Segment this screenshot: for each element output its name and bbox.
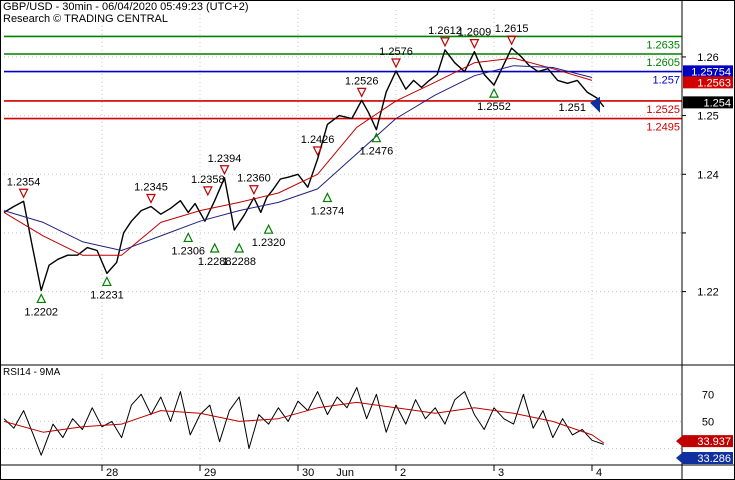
level-label: 1.2635 — [646, 39, 680, 51]
high-label: 1.2612 — [428, 25, 462, 37]
low-marker — [489, 87, 499, 98]
low-label: 1.2320 — [252, 237, 286, 249]
high-marker — [469, 39, 480, 49]
high-label: 1.2354 — [7, 176, 41, 188]
series-lines — [3, 47, 605, 456]
series-ma_fast — [3, 57, 593, 256]
price-box-support — [683, 76, 733, 89]
high-label: 1.2358 — [191, 174, 225, 186]
high-label: 1.2345 — [134, 182, 168, 194]
annotations: 1.2354 1.2202 1.2231 1.2345 1.2306 1.2358 1.22… — [7, 23, 600, 318]
low-label: 1.2306 — [171, 245, 205, 257]
low-label: 1.2202 — [24, 306, 58, 318]
series-ma_slow — [3, 65, 593, 251]
price-tick-label: 1.24 — [697, 169, 718, 181]
high-label: 1.2526 — [345, 75, 379, 87]
high-marker — [391, 58, 401, 69]
level-label: 1.257 — [652, 75, 680, 87]
low-marker — [371, 132, 382, 143]
price-tick-label: 1.26 — [697, 52, 718, 64]
high-label: 1.2394 — [208, 153, 242, 165]
chart-subtitle: Research © TRADING CENTRAL — [3, 13, 168, 25]
high-label: 1.2426 — [301, 134, 335, 146]
price-tick-label: 1.25 — [697, 111, 718, 123]
price-grid — [4, 10, 682, 362]
time-tick-label: Jun — [336, 467, 354, 479]
rsi-grid — [4, 374, 682, 462]
level-lines: 1.2635 1.2605 1.257 1.2525 1.2495 — [4, 35, 682, 134]
high-marker — [219, 165, 230, 176]
level-label: 1.2525 — [646, 104, 680, 116]
high-label: 1.2609 — [458, 27, 492, 39]
high-marker — [440, 37, 450, 48]
price-box-price-label: 1.254 — [703, 97, 731, 109]
rsi-pointer — [676, 452, 683, 465]
high-marker — [312, 146, 323, 157]
time-tick-label: 4 — [596, 467, 602, 479]
low-label: 1.2552 — [477, 101, 511, 113]
high-marker — [356, 87, 367, 98]
low-marker — [322, 192, 333, 203]
rsi-tick-label: 50 — [702, 416, 714, 428]
rsi-box-pivot-label: 33.286 — [697, 453, 731, 465]
high-marker — [18, 188, 29, 199]
chart-title: GBP/USD - 30min - 06/04/2020 05:49:23 (U… — [3, 1, 249, 13]
high-marker — [202, 186, 213, 197]
price-box-support-label: 1.2563 — [697, 77, 731, 89]
rsi-tick-label: 70 — [702, 389, 714, 401]
time-tick-label: 29 — [204, 467, 216, 479]
low-marker — [183, 232, 194, 243]
low-marker — [209, 242, 220, 253]
high-marker — [248, 185, 259, 196]
time-tick-label: 3 — [498, 467, 504, 479]
low-label: 1.2476 — [360, 146, 394, 158]
low-label: 1.2288 — [198, 256, 232, 268]
price-box-price — [683, 96, 733, 109]
rsi-title: RSI14 - 9MA — [3, 367, 61, 378]
time-tick-label: 2 — [400, 467, 406, 479]
series-price — [3, 47, 605, 292]
low-label: 1.2231 — [90, 289, 124, 301]
level-label: 1.2495 — [646, 122, 680, 134]
rsi-box-ma_fast — [683, 435, 733, 448]
target-label: 1.251 — [558, 102, 586, 114]
time-tick-label: 30 — [302, 467, 314, 479]
price-tick-label: 1.22 — [697, 287, 718, 299]
price-box-pivot-label: 1.25754 — [691, 66, 731, 78]
price-box-pivot — [683, 65, 733, 78]
low-marker — [36, 293, 47, 304]
high-marker — [146, 193, 156, 204]
rsi-box-pivot — [683, 452, 733, 465]
high-label: 1.2360 — [237, 173, 271, 185]
low-label: 1.2288 — [222, 256, 256, 268]
time-tick-label: 28 — [106, 467, 118, 479]
high-marker — [506, 35, 517, 46]
rsi-pointer — [676, 435, 683, 448]
rsi-series-rsi — [3, 387, 604, 456]
high-label: 1.2576 — [379, 46, 413, 58]
high-label: 1.2615 — [495, 23, 529, 35]
low-marker — [101, 276, 112, 287]
low-label: 1.2374 — [311, 206, 345, 218]
level-label: 1.2605 — [646, 57, 680, 69]
rsi-series-ma_fast — [3, 401, 605, 444]
low-marker — [234, 242, 245, 253]
rsi-box-ma_fast-label: 33.937 — [697, 436, 731, 448]
low-marker — [263, 223, 274, 234]
target-arrow — [590, 96, 600, 113]
